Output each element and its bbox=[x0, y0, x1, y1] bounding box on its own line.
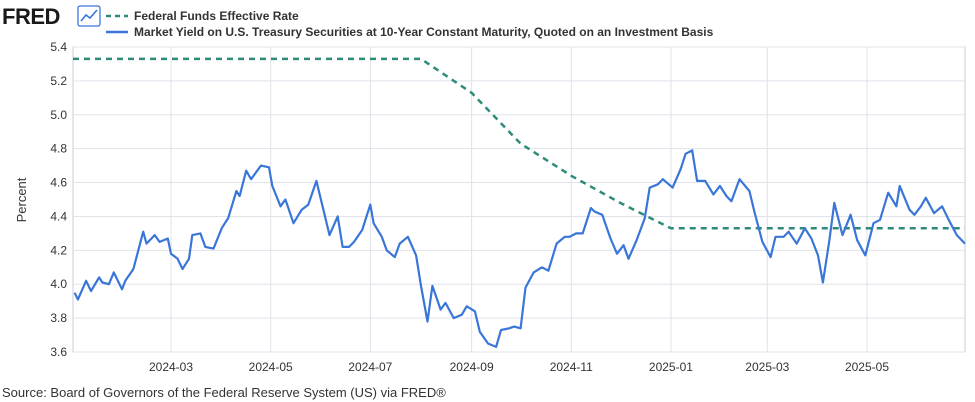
y-tick-label: 5.0 bbox=[50, 108, 67, 122]
y-tick-label: 4.2 bbox=[50, 243, 67, 257]
x-tick-label: 2025-03 bbox=[745, 360, 789, 374]
y-tick-label: 5.4 bbox=[50, 40, 67, 54]
x-tick-label: 2025-05 bbox=[845, 360, 889, 374]
y-tick-label: 5.2 bbox=[50, 74, 67, 88]
y-tick-label: 3.8 bbox=[50, 311, 67, 325]
x-tick-label: 2024-09 bbox=[450, 360, 494, 374]
x-tick-label: 2024-05 bbox=[249, 360, 293, 374]
y-axis-label: Percent bbox=[14, 177, 29, 222]
x-tick-label: 2024-03 bbox=[149, 360, 193, 374]
series bbox=[73, 57, 966, 348]
x-tick-label: 2025-01 bbox=[649, 360, 693, 374]
fred-chart-icon bbox=[77, 5, 101, 27]
x-tick-label: 2024-07 bbox=[348, 360, 392, 374]
fred-logo-text: FRED bbox=[2, 4, 60, 29]
y-tick-label: 3.6 bbox=[50, 345, 67, 359]
legend: Federal Funds Effective Rate Market Yiel… bbox=[106, 9, 714, 39]
grid bbox=[73, 46, 965, 353]
y-tick-label: 4.8 bbox=[50, 142, 67, 156]
legend-label-fedfunds: Federal Funds Effective Rate bbox=[134, 9, 299, 23]
y-tick-label: 4.0 bbox=[50, 277, 67, 291]
legend-label-treasury: Market Yield on U.S. Treasury Securities… bbox=[134, 25, 714, 39]
y-tick-label: 4.4 bbox=[50, 209, 67, 223]
y-tick-label: 4.6 bbox=[50, 176, 67, 190]
treasury-line bbox=[73, 149, 966, 348]
y-axis-ticks: 3.6 3.8 4.0 4.2 4.4 4.6 4.8 5.0 5.2 5.4 bbox=[50, 40, 67, 359]
source-note: Source: Board of Governors of the Federa… bbox=[2, 385, 446, 400]
fedfunds-line bbox=[73, 57, 965, 230]
x-tick-label: 2024-11 bbox=[550, 360, 593, 374]
x-axis-ticks: 2024-03 2024-05 2024-07 2024-09 2024-11 2025-… bbox=[149, 360, 889, 374]
plot-area bbox=[72, 46, 966, 353]
